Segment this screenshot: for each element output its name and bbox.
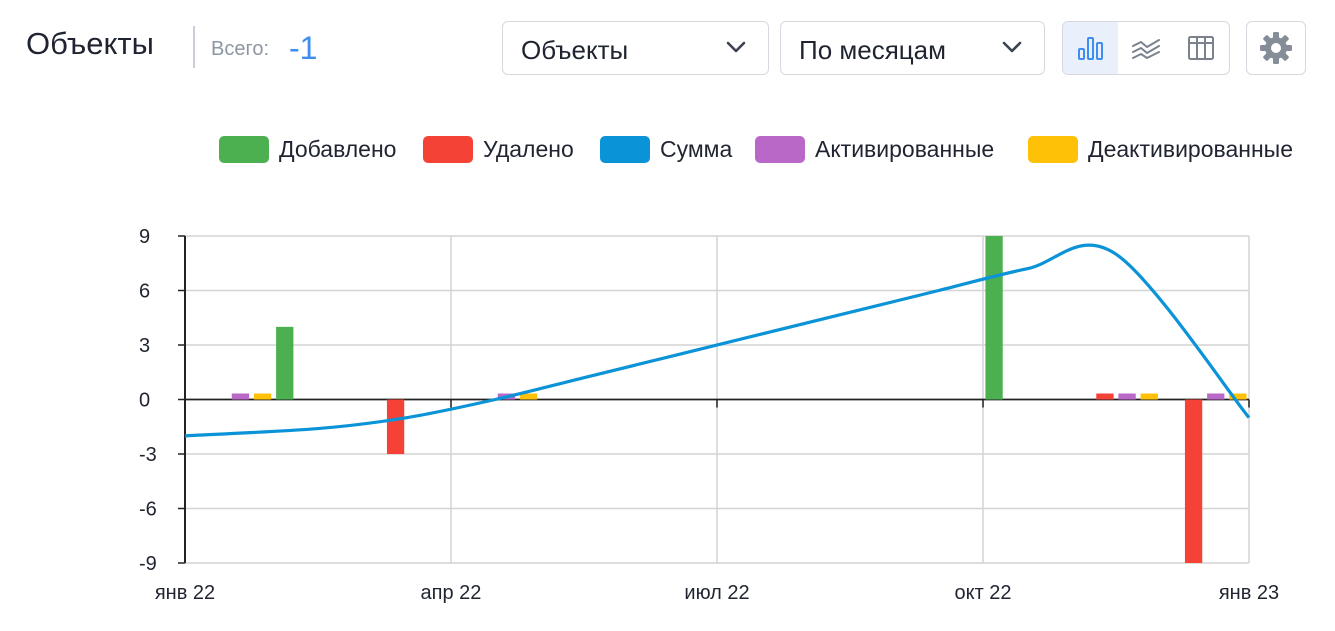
period-select[interactable]: По месяцам bbox=[780, 21, 1045, 75]
chart-legend: Добавлено Удалено Сумма Активированные Д… bbox=[0, 136, 1335, 164]
y-tick-label: 0 bbox=[139, 390, 150, 412]
legend-label-added: Добавлено bbox=[279, 136, 397, 162]
bar-added bbox=[276, 326, 294, 400]
legend-swatch-sum bbox=[600, 136, 650, 163]
bar-chart-icon bbox=[1077, 37, 1103, 60]
object-type-select[interactable]: Объекты bbox=[502, 21, 769, 75]
bar-deactivated bbox=[519, 393, 538, 400]
legend-swatch-activated bbox=[755, 136, 805, 163]
gear-icon bbox=[1260, 32, 1292, 64]
bar-activated bbox=[1207, 393, 1225, 400]
x-tick-label: окт 22 bbox=[954, 582, 1011, 604]
legend-label-activated: Активированные bbox=[815, 136, 995, 162]
bar-deactivated bbox=[1229, 393, 1247, 400]
y-tick-label: -6 bbox=[139, 499, 157, 521]
object-type-select-value: Объекты bbox=[521, 35, 629, 65]
bar-deactivated bbox=[1140, 393, 1158, 400]
y-tick-label: 3 bbox=[139, 335, 150, 357]
legend-label-deactivated: Деактивированные bbox=[1088, 136, 1293, 162]
bar-removed bbox=[386, 399, 405, 454]
x-tick-label: июл 22 bbox=[684, 582, 749, 604]
chevron-down-icon bbox=[726, 41, 746, 53]
x-tick-label: апр 22 bbox=[421, 582, 482, 604]
y-tick-label: -9 bbox=[139, 553, 157, 575]
y-tick-label: 9 bbox=[139, 226, 150, 248]
legend-label-removed: Удалено bbox=[483, 136, 574, 162]
header-divider bbox=[193, 26, 195, 68]
view-line-chart-button[interactable] bbox=[1118, 22, 1173, 74]
bar-activated bbox=[1118, 393, 1136, 400]
bar-removed bbox=[1096, 393, 1114, 400]
legend-swatch-added bbox=[219, 136, 269, 163]
view-mode-group bbox=[1062, 21, 1230, 75]
page-title: Объекты bbox=[26, 26, 154, 61]
legend-label-sum: Сумма bbox=[660, 136, 733, 162]
view-bar-chart-button[interactable] bbox=[1063, 22, 1119, 74]
legend-swatch-deactivated bbox=[1028, 136, 1078, 163]
period-select-value: По месяцам bbox=[799, 35, 947, 65]
x-tick-label: янв 23 bbox=[1219, 582, 1279, 604]
bar-removed bbox=[1184, 399, 1203, 563]
total-label: Всего: bbox=[211, 38, 269, 60]
bar-deactivated bbox=[253, 393, 272, 400]
bar-added bbox=[985, 236, 1003, 400]
chevron-down-icon bbox=[1002, 41, 1022, 53]
view-table-button[interactable] bbox=[1174, 22, 1229, 74]
table-icon bbox=[1188, 36, 1215, 60]
legend-swatch-removed bbox=[423, 136, 473, 163]
bar-activated bbox=[231, 393, 250, 400]
x-tick-label: янв 22 bbox=[155, 582, 215, 604]
sum-line bbox=[184, 243, 1251, 438]
settings-button[interactable] bbox=[1246, 21, 1306, 75]
y-tick-label: -3 bbox=[139, 444, 157, 466]
y-tick-label: 6 bbox=[139, 281, 150, 303]
total-value: -1 bbox=[289, 30, 318, 66]
line-chart-icon bbox=[1131, 39, 1160, 59]
